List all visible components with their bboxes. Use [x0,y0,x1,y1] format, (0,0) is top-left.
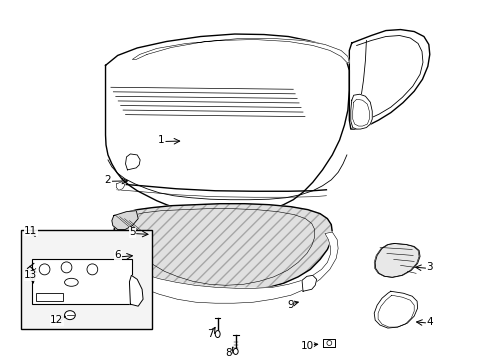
Text: 8: 8 [224,348,231,358]
Text: 7: 7 [206,329,213,339]
Polygon shape [302,275,316,291]
Polygon shape [105,34,348,213]
Text: 6: 6 [114,251,121,260]
Polygon shape [114,204,331,290]
Ellipse shape [233,348,238,355]
Polygon shape [373,291,417,328]
Ellipse shape [61,262,72,273]
Text: 4: 4 [426,316,432,327]
Polygon shape [132,39,348,63]
Text: 11: 11 [24,226,38,235]
Polygon shape [374,243,419,277]
Ellipse shape [39,264,50,275]
Polygon shape [348,30,429,129]
Text: 13: 13 [24,270,38,280]
Ellipse shape [64,278,78,286]
Text: 2: 2 [104,175,111,185]
Text: 10: 10 [300,342,313,351]
Text: 1: 1 [158,135,164,145]
Ellipse shape [87,264,98,275]
Polygon shape [350,94,371,129]
Text: 3: 3 [426,262,432,272]
Bar [32,260,132,304]
Bar [36,293,62,301]
Polygon shape [129,275,143,306]
Text: 9: 9 [286,300,293,310]
Bar [21,230,152,329]
Ellipse shape [64,311,75,320]
Polygon shape [116,182,125,190]
Polygon shape [110,232,337,303]
Polygon shape [323,339,334,347]
Ellipse shape [215,330,220,338]
Text: 12: 12 [50,315,63,325]
Text: 5: 5 [129,227,135,237]
Polygon shape [112,211,138,230]
Ellipse shape [326,341,331,346]
Polygon shape [125,154,140,170]
